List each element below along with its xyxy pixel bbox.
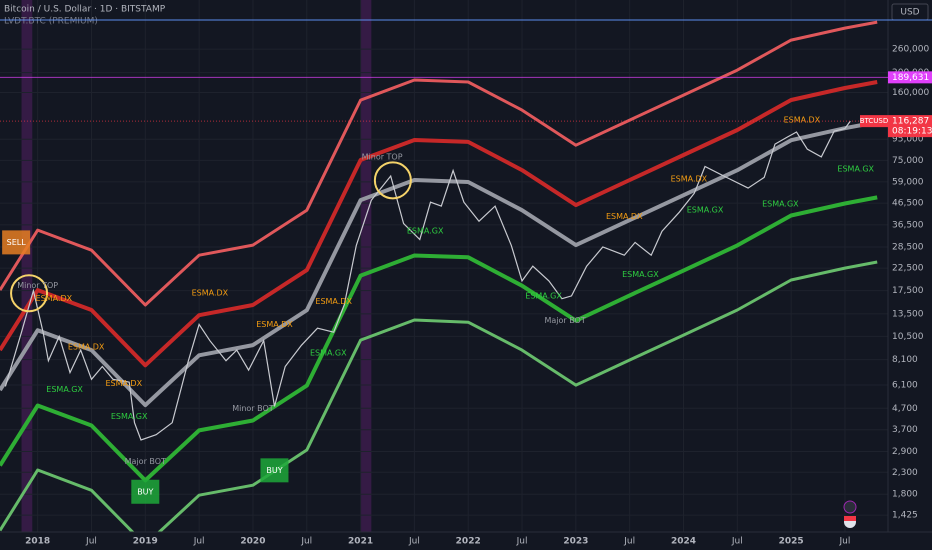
x-tick-label: 2021 xyxy=(348,537,373,547)
x-tick-label: 2018 xyxy=(25,537,50,547)
currency[interactable]: USD xyxy=(900,8,919,18)
signal-box xyxy=(260,458,289,483)
x-tick-label: Jul xyxy=(516,537,528,547)
band-line xyxy=(0,20,878,307)
countdown: 08:19:13 xyxy=(892,127,932,137)
x-tick-label: Jul xyxy=(85,537,97,547)
signal-box xyxy=(131,479,160,504)
y-tick-label: 2,300 xyxy=(892,468,918,478)
x-tick-label: Jul xyxy=(731,537,743,547)
title: Bitcoin / U.S. Dollar · 1D · BITSTAMP xyxy=(4,5,166,15)
band-line xyxy=(0,80,878,368)
band-line xyxy=(0,260,878,532)
price-label-box xyxy=(888,115,932,138)
y-tick-label: 160,000 xyxy=(892,88,929,98)
y-tick-label: 17,500 xyxy=(892,286,924,296)
symbol-box xyxy=(860,115,888,128)
annotation: ESMA.DX xyxy=(606,212,643,221)
annotation: ESMA.DX xyxy=(36,294,73,303)
annotation: SELL xyxy=(7,238,27,247)
highlight-circle xyxy=(373,161,412,200)
annotation: ESMA.DX xyxy=(106,379,143,388)
annotation: ESMA.GX xyxy=(111,412,148,421)
annotation: ESMA.DX xyxy=(784,115,821,124)
annotation: ESMA.GX xyxy=(762,200,799,209)
y-tick-label: 46,500 xyxy=(892,199,924,209)
y-tick-label: 1,425 xyxy=(892,511,918,521)
y-tick-label: 4,700 xyxy=(892,404,918,414)
annotation: ESMA.DX xyxy=(315,297,352,306)
flag-stripe xyxy=(844,516,856,521)
band-line xyxy=(0,120,878,408)
band-line xyxy=(0,195,878,483)
plot-area: SELL Minor TOP ESMA.DX ESMA.DX ESMA.GX ESMA.D… xyxy=(0,0,888,532)
annotation: Minor TOP xyxy=(362,152,403,161)
annotation: ESMA.GX xyxy=(407,227,444,236)
highlight xyxy=(360,0,372,532)
annotation: ESMA.GX xyxy=(687,206,724,215)
annotation: ESMA.GX xyxy=(46,385,83,394)
y-tick-label: 59,000 xyxy=(892,177,924,187)
x-tick-label: 2024 xyxy=(671,537,696,547)
y-tick-label: 36,500 xyxy=(892,220,924,230)
annotation: Minor BOT xyxy=(232,404,274,413)
x-tick-label: 2022 xyxy=(456,537,481,547)
annotation: ESMA.DX xyxy=(68,343,105,352)
annotation: ESMA.DX xyxy=(192,289,229,298)
price-label: 189,631 xyxy=(892,73,929,83)
x-tick-label: 2020 xyxy=(240,537,265,547)
y-tick-label: 28,500 xyxy=(892,242,924,252)
y-tick-label: 8,100 xyxy=(892,355,918,365)
annotation: BUY xyxy=(137,487,153,496)
annotation: ESMA.GX xyxy=(310,349,347,358)
y-tick-label: 22,500 xyxy=(892,264,924,274)
annotation: ESMA.GX xyxy=(525,291,562,300)
annotation: Major BOT xyxy=(125,457,166,466)
x-tick-label: Jul xyxy=(839,537,851,547)
y-tick-label: 3,700 xyxy=(892,425,918,435)
y-tick-label: 75,000 xyxy=(892,156,924,166)
annotation: Major BOT xyxy=(544,316,585,325)
highlight-circle xyxy=(10,274,49,313)
alert-icon[interactable] xyxy=(843,500,857,514)
y-tick-label: 2,900 xyxy=(892,447,918,457)
annotation: ESMA.DX xyxy=(256,320,293,329)
indicator: LVDT.BTC (PREMIUM) xyxy=(4,17,98,27)
highlight xyxy=(21,0,33,532)
annotation: BUY xyxy=(266,466,282,475)
x-tick-label: 2023 xyxy=(563,537,588,547)
signal-box xyxy=(2,230,31,255)
x-tick-label: Jul xyxy=(193,537,205,547)
x-tick-label: Jul xyxy=(300,537,312,547)
y-tick-label: 260,000 xyxy=(892,45,929,55)
y-tick-label: 1,800 xyxy=(892,490,918,500)
annotation: ESMA.GX xyxy=(622,270,659,279)
annotation: ESMA.GX xyxy=(837,165,874,174)
x-tick-label: Jul xyxy=(408,537,420,547)
price-line xyxy=(4,120,851,441)
y-tick-label: 95,000 xyxy=(892,135,924,145)
y-tick-label: 10,500 xyxy=(892,332,924,342)
annotation: Minor TOP xyxy=(17,281,58,290)
x-tick-label: 2019 xyxy=(133,537,158,547)
y-tick-label: 6,100 xyxy=(892,380,918,390)
price-label: 116,287 xyxy=(892,117,929,127)
price-label-box xyxy=(888,71,932,84)
annotation: ESMA.DX xyxy=(671,174,708,183)
x-tick-label: Jul xyxy=(623,537,635,547)
symbol: BTCUSD xyxy=(860,117,889,125)
y-tick-label: 13,500 xyxy=(892,309,924,319)
x-tick-label: 2025 xyxy=(779,537,804,547)
